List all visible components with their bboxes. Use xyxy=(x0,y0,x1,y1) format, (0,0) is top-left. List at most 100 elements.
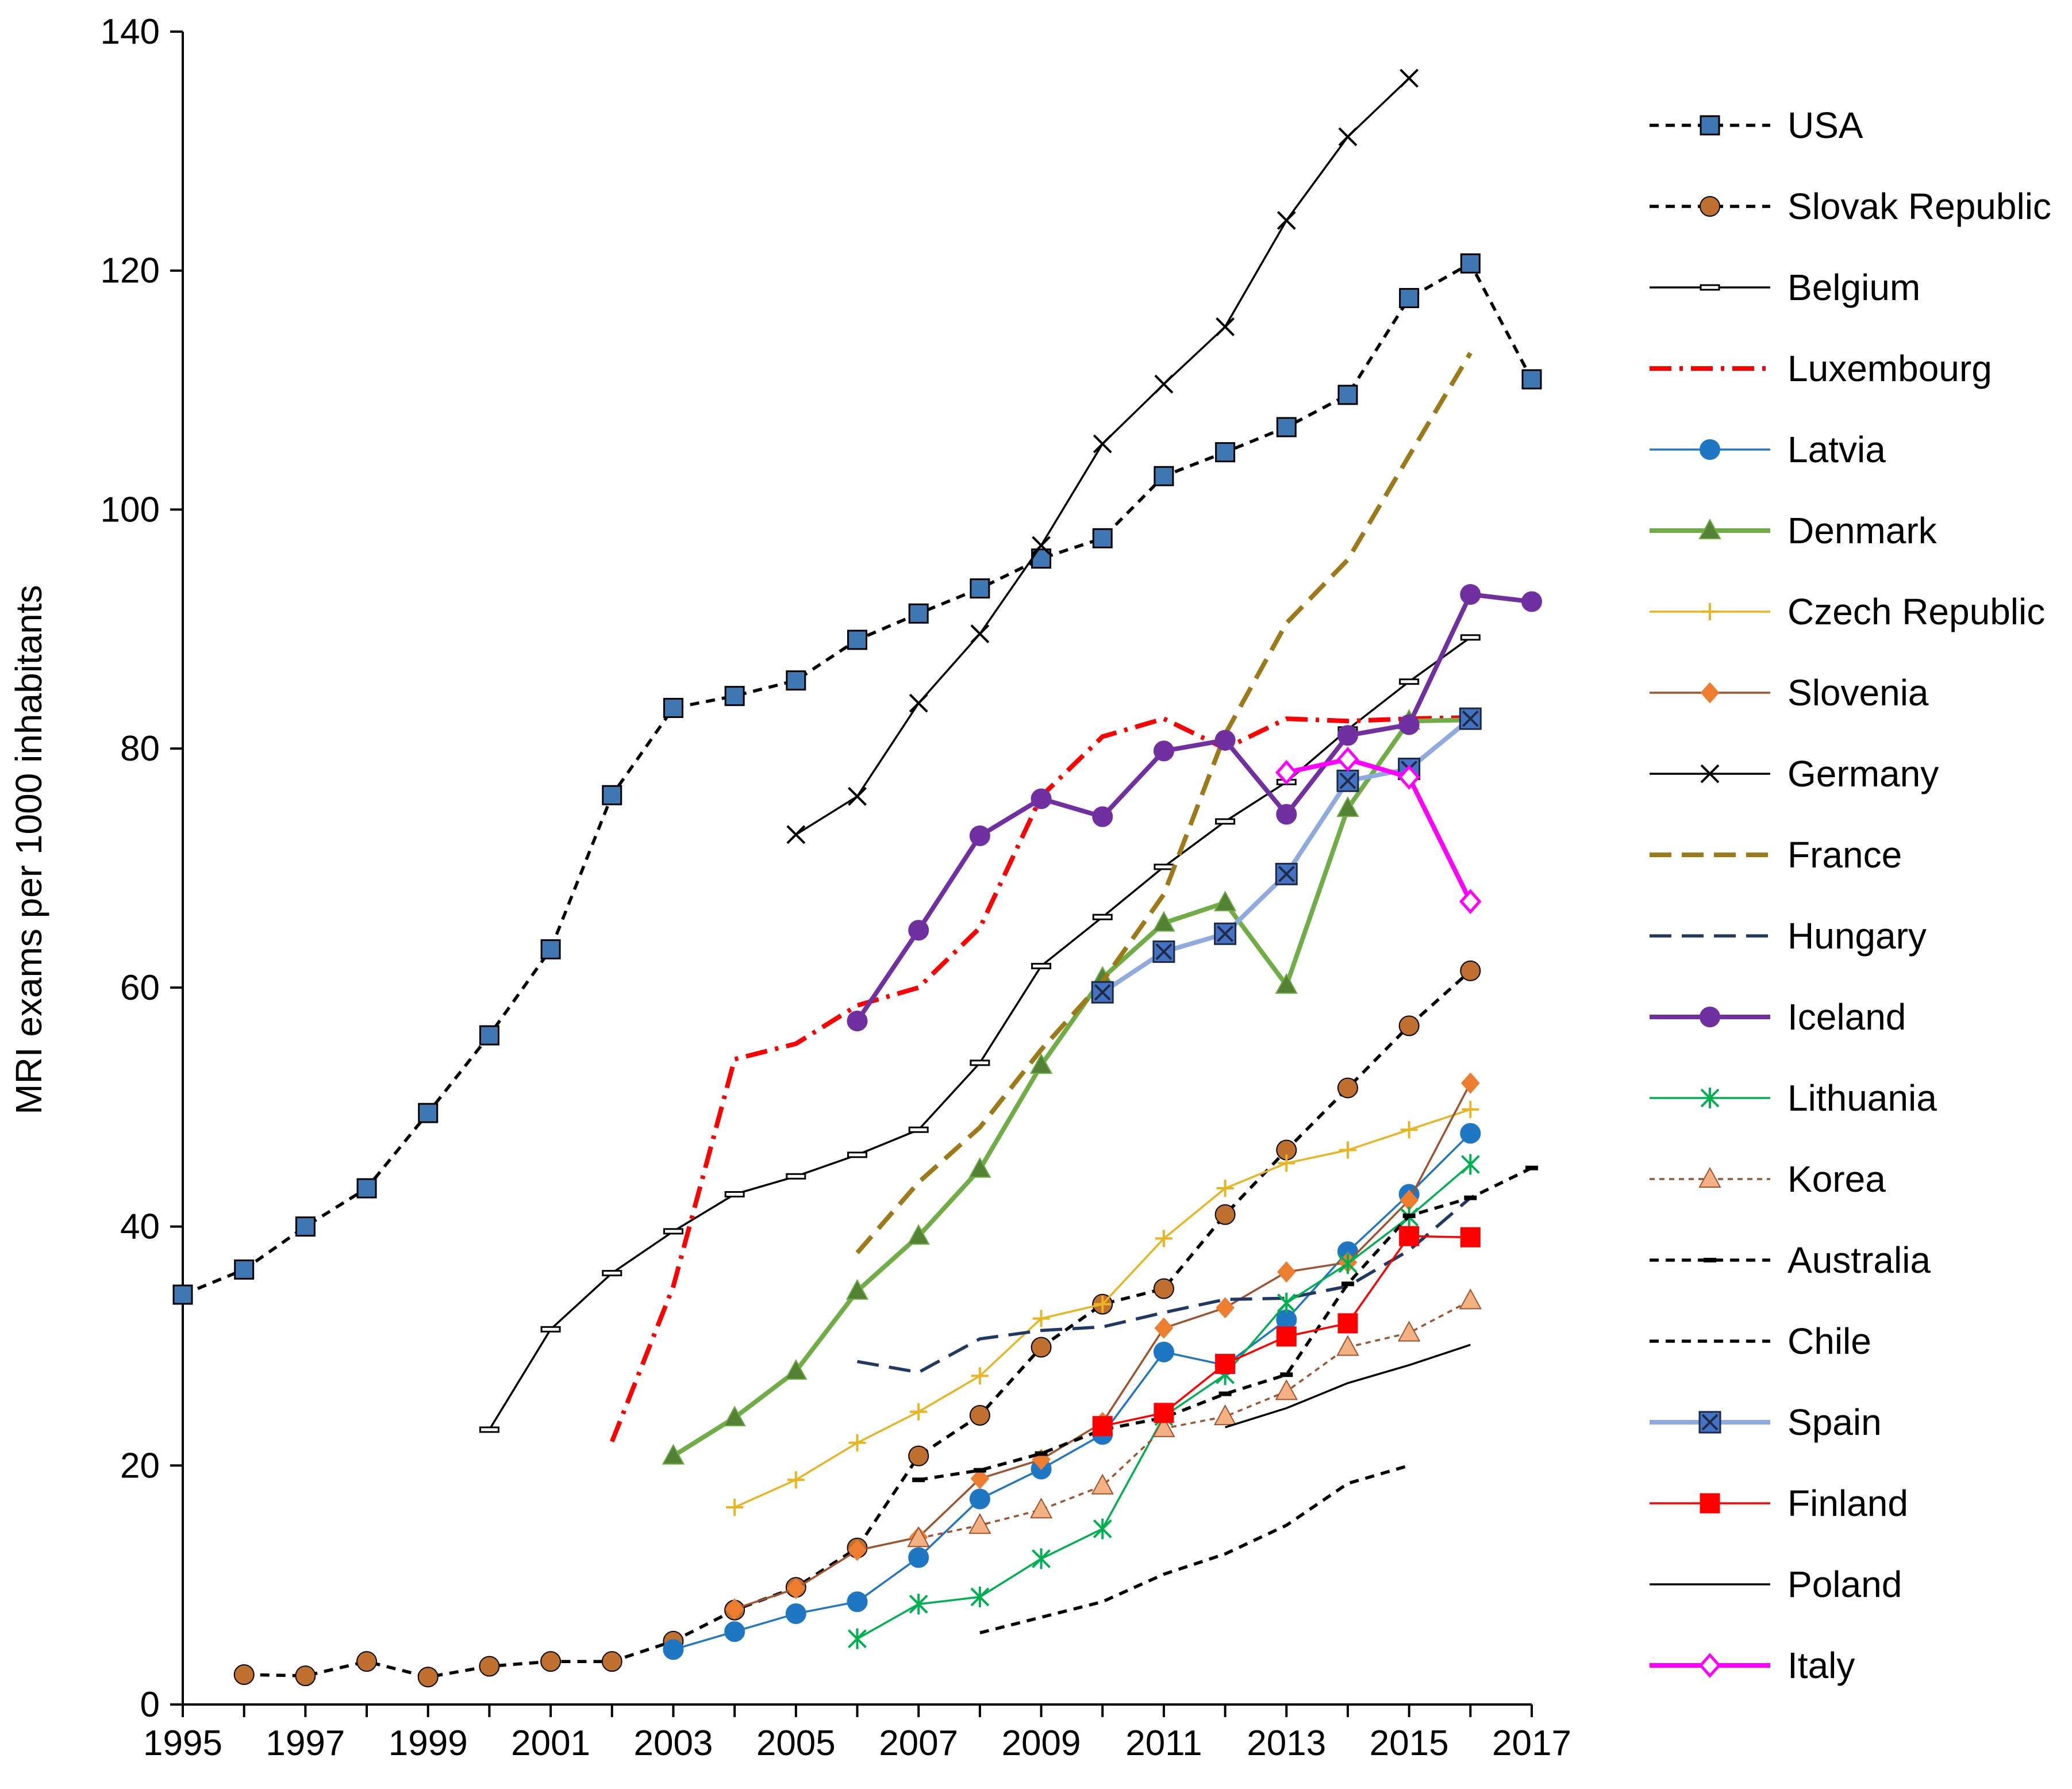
legend-item-poland: Poland xyxy=(1650,1564,1902,1605)
data-point-italy xyxy=(1398,765,1420,790)
data-point-iceland xyxy=(1521,591,1542,612)
legend-label: Spain xyxy=(1787,1402,1882,1443)
data-point-latvia xyxy=(1153,1341,1174,1362)
data-point-lithuania xyxy=(1338,1253,1358,1274)
legend: USA Slovak Republic Belgium Luxembourg Latvi… xyxy=(1650,105,2051,1686)
series-usa xyxy=(172,253,1542,1305)
x-tick-label: 2005 xyxy=(756,1723,836,1763)
series-czech-republic xyxy=(726,1100,1479,1517)
data-point-australia xyxy=(912,1477,925,1483)
series-france xyxy=(855,352,1473,1254)
legend-label: Czech Republic xyxy=(1787,591,2045,632)
x-tick-label: 1997 xyxy=(266,1723,345,1763)
data-point-spain-cross xyxy=(1278,865,1295,882)
y-tick-label: 40 xyxy=(120,1207,160,1247)
data-point-lithuania xyxy=(909,1594,928,1615)
data-point-czech-republic xyxy=(1400,1121,1418,1139)
series-germany xyxy=(786,68,1419,844)
x-tick-label: 2001 xyxy=(511,1723,590,1763)
series-hungary xyxy=(857,1196,1472,1374)
legend-swatch-marker xyxy=(1700,1088,1720,1108)
data-point-australia xyxy=(1402,1213,1416,1218)
data-point-belgium xyxy=(1399,678,1420,685)
data-point-czech-republic xyxy=(848,1434,866,1452)
data-point-finland xyxy=(1276,1326,1297,1347)
data-point-korea xyxy=(1275,1379,1298,1400)
legend-label: Slovenia xyxy=(1787,672,1929,713)
data-point-germany xyxy=(848,786,867,806)
legend-item-denmark: Denmark xyxy=(1650,510,1938,551)
series-latvia xyxy=(663,1123,1481,1660)
data-point-usa xyxy=(908,603,929,624)
legend-label: Finland xyxy=(1787,1483,1908,1524)
legend-label: Poland xyxy=(1787,1564,1902,1605)
legend-label: Iceland xyxy=(1787,996,1906,1038)
data-point-denmark xyxy=(1029,1053,1053,1074)
data-point-slovak-republic xyxy=(295,1665,316,1687)
legend-swatch-marker xyxy=(1701,603,1719,620)
data-point-lithuania xyxy=(1460,1154,1480,1175)
data-point-denmark xyxy=(1213,890,1237,912)
data-point-czech-republic xyxy=(1216,1180,1234,1197)
legend-label: USA xyxy=(1787,105,1863,146)
data-point-czech-republic xyxy=(1094,1295,1112,1313)
series-line-poland xyxy=(1225,1343,1471,1429)
series-line-italy xyxy=(1286,757,1473,903)
data-point-czech-republic xyxy=(1339,1141,1356,1159)
data-point-usa xyxy=(1460,253,1481,274)
data-point-slovak-republic xyxy=(417,1667,439,1688)
legend-item-australia: Australia xyxy=(1650,1239,1931,1281)
legend-item-chile: Chile xyxy=(1650,1320,1871,1362)
data-point-usa xyxy=(1521,369,1542,390)
data-point-denmark xyxy=(1275,973,1298,994)
data-point-slovak-republic xyxy=(1398,1015,1420,1036)
series-poland xyxy=(1225,1343,1471,1429)
data-point-usa xyxy=(1337,385,1358,405)
legend-item-spain: Spain xyxy=(1650,1402,1882,1443)
data-point-iceland xyxy=(1031,788,1052,809)
data-point-australia xyxy=(1525,1165,1538,1170)
data-point-czech-republic xyxy=(1032,1310,1050,1327)
data-point-iceland xyxy=(1398,714,1420,735)
data-point-denmark xyxy=(968,1157,991,1178)
data-point-belgium xyxy=(1460,634,1481,641)
legend-label: Chile xyxy=(1787,1320,1871,1362)
x-tick-label: 2013 xyxy=(1247,1723,1326,1763)
data-point-korea xyxy=(1152,1416,1175,1437)
data-point-usa xyxy=(663,697,683,718)
data-point-belgium xyxy=(479,1426,499,1433)
legend-swatch-marker xyxy=(1700,764,1720,784)
legend-swatch-marker-cross xyxy=(1701,1414,1719,1431)
data-point-slovak-republic xyxy=(540,1651,562,1672)
data-point-iceland xyxy=(1092,806,1113,827)
legend-label: France xyxy=(1787,834,1902,876)
data-point-lithuania xyxy=(1093,1518,1112,1540)
data-point-latvia xyxy=(663,1639,684,1660)
data-point-germany xyxy=(1216,317,1235,336)
data-point-slovak-republic xyxy=(1214,1204,1236,1225)
axes: 0 20 40 60 80 100 120 140 1995 1997 1999 2001 2003 20… xyxy=(101,12,1571,1763)
series-line-belgium xyxy=(488,636,1471,1430)
data-point-belgium xyxy=(1092,913,1113,920)
legend-label: Korea xyxy=(1787,1158,1886,1200)
data-point-denmark xyxy=(785,1358,808,1380)
series-line-denmark xyxy=(672,717,1471,1458)
data-point-belgium xyxy=(908,1126,929,1133)
data-point-korea xyxy=(1091,1473,1114,1495)
data-point-slovak-republic xyxy=(908,1445,929,1466)
data-point-germany xyxy=(786,825,806,844)
data-point-usa xyxy=(1092,528,1113,548)
legend-swatch-marker xyxy=(1700,115,1720,136)
data-point-czech-republic xyxy=(787,1471,805,1489)
legend-item-usa: USA xyxy=(1650,105,1863,146)
data-point-usa xyxy=(418,1103,439,1123)
series-denmark xyxy=(662,708,1482,1465)
series-line-australia xyxy=(918,1166,1533,1481)
data-point-iceland xyxy=(969,825,990,846)
data-point-finland xyxy=(1399,1226,1420,1246)
data-point-finland xyxy=(1092,1416,1113,1437)
series-finland xyxy=(1092,1226,1481,1437)
data-point-slovenia xyxy=(786,1577,806,1599)
legend-swatch-marker xyxy=(1700,196,1720,217)
x-tick-label: 2003 xyxy=(633,1723,713,1763)
